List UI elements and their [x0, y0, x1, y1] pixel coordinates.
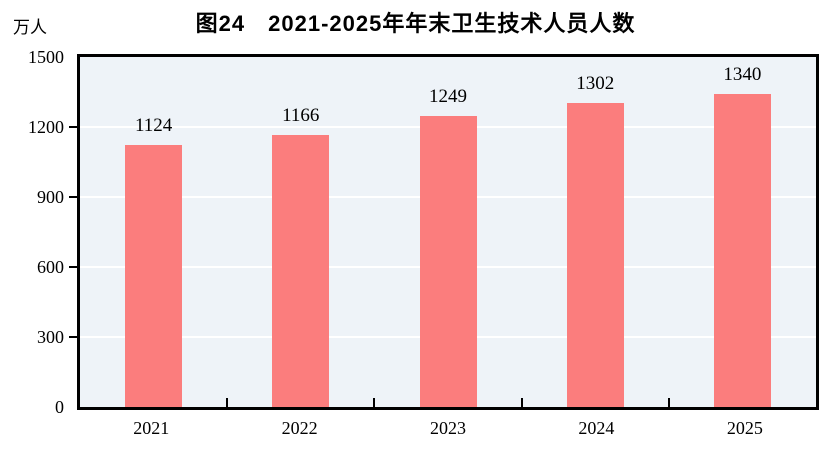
- x-axis-tick: [373, 398, 376, 407]
- y-axis-tick-labels: 0 300 600 900 1200 1500: [0, 48, 64, 416]
- bar: [125, 144, 183, 407]
- y-tick-label: 300: [37, 327, 64, 347]
- y-axis-tick-marks: [69, 54, 77, 410]
- x-axis-label: 2021: [133, 418, 170, 438]
- x-axis-label: 2023: [430, 418, 467, 438]
- x-axis-labels: 2021 2022 2023 2024 2025: [77, 418, 819, 444]
- x-axis-label: 2022: [281, 418, 318, 438]
- chart-title: 图24 2021-2025年年末卫生技术人员人数: [195, 11, 636, 36]
- y-tick-label: 900: [37, 187, 64, 207]
- x-axis-tick: [667, 398, 670, 407]
- bar: [272, 134, 330, 407]
- y-axis-tick: [69, 266, 77, 268]
- bar: [713, 94, 771, 407]
- x-axis-label: 2024: [578, 418, 615, 438]
- y-axis-unit-label: 万人: [13, 18, 47, 37]
- plot-area: 1124 1166 1249 1302 1340: [77, 54, 819, 410]
- y-axis-tick: [69, 196, 77, 198]
- x-axis-tick: [520, 398, 523, 407]
- y-tick-label: 1200: [28, 117, 64, 137]
- bar-value-label: 1302: [576, 73, 615, 95]
- y-tick-label: 1500: [28, 47, 64, 67]
- bar-value-label: 1340: [723, 64, 762, 86]
- bar-value-label: 1124: [134, 114, 173, 136]
- y-axis-tick: [69, 126, 77, 128]
- y-tick-label: 0: [55, 397, 64, 417]
- bar-value-label: 1249: [429, 85, 467, 107]
- bar: [419, 115, 477, 407]
- y-axis-tick: [69, 336, 77, 338]
- y-tick-label: 600: [37, 257, 64, 277]
- bar: [566, 103, 624, 407]
- x-axis-label: 2025: [726, 418, 763, 438]
- x-axis-tick: [226, 398, 229, 407]
- bar-value-label: 1166: [282, 104, 320, 126]
